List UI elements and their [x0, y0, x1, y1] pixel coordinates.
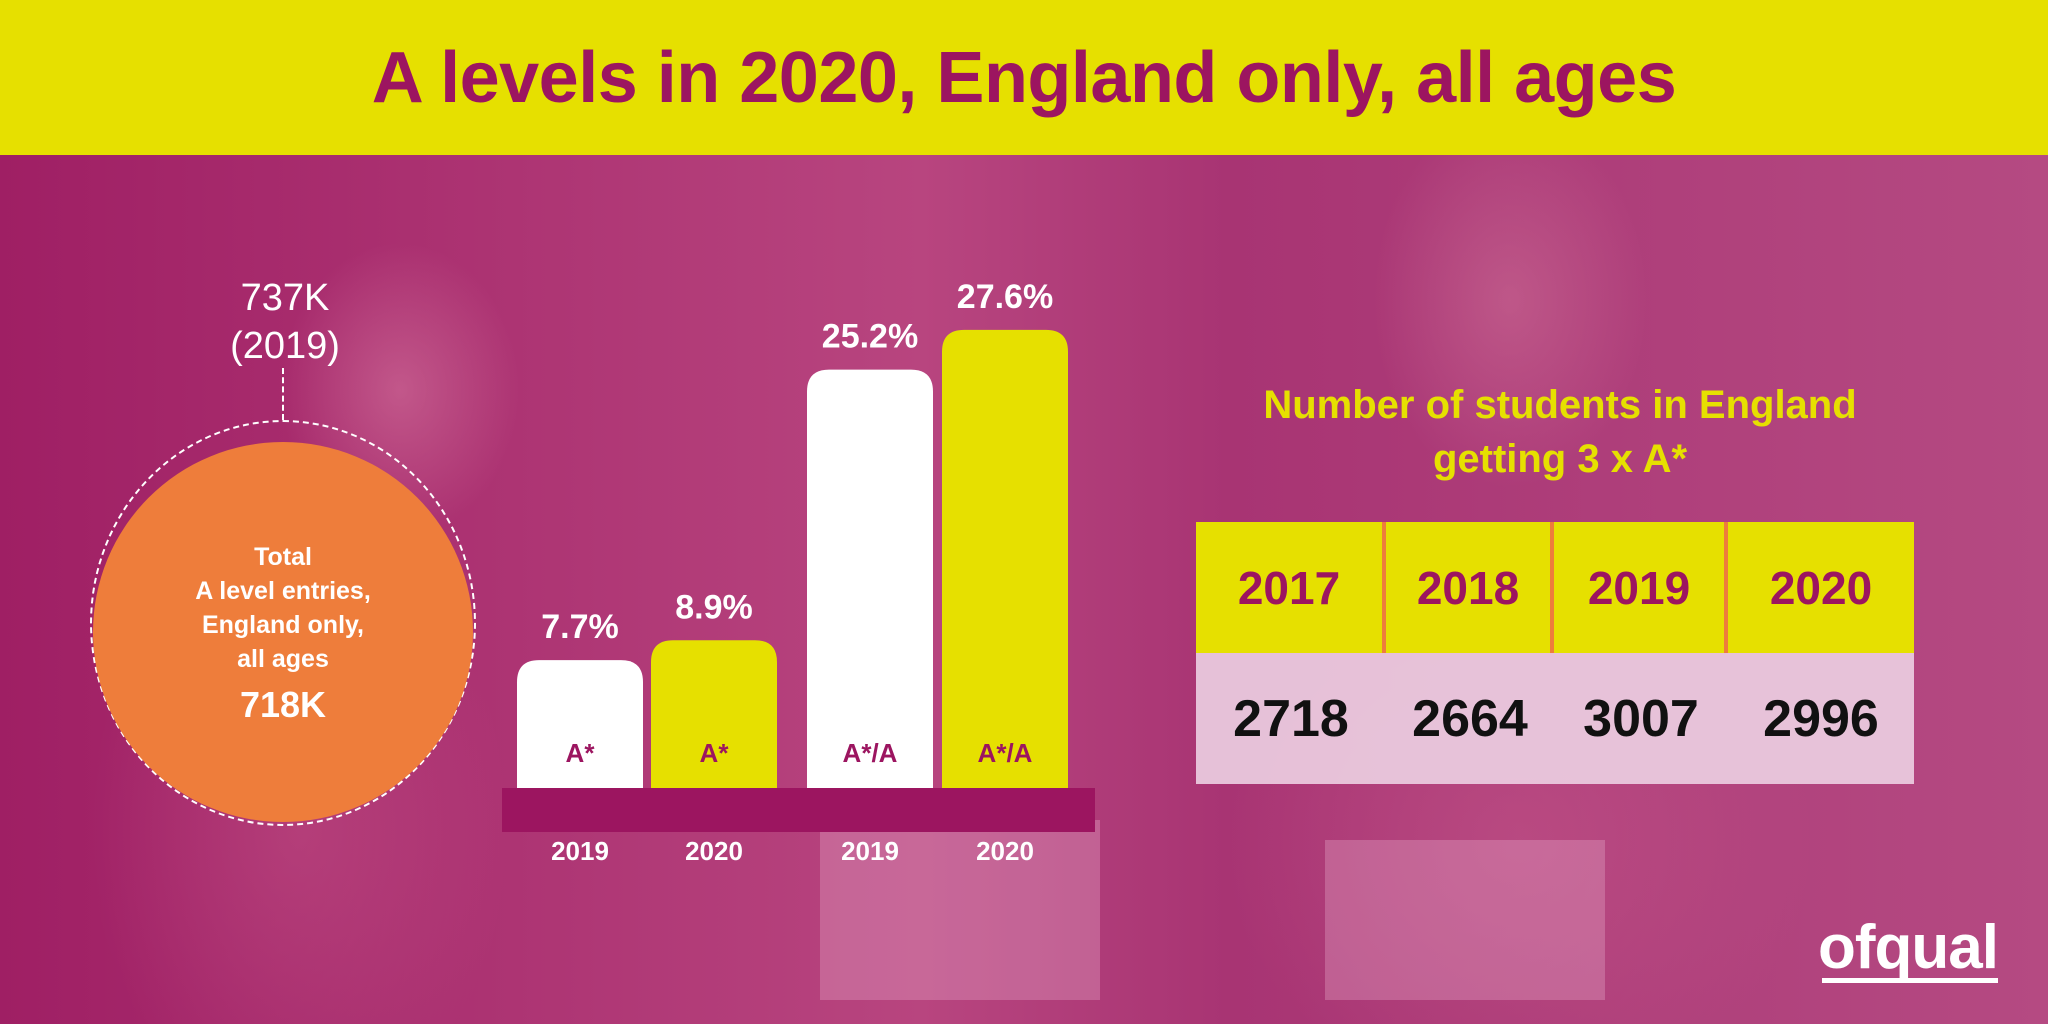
- bar-value-label: 27.6%: [957, 278, 1053, 316]
- bar-grade-label: A*: [700, 738, 730, 768]
- previous-total-ring: [90, 420, 476, 826]
- total-entries-value: 718K: [239, 684, 327, 725]
- student-count-cell: 2996: [1763, 689, 1879, 748]
- total-entries-label-line: England only,: [201, 611, 365, 639]
- total-entries-text: Total A level entries, England only, all…: [93, 540, 473, 730]
- student-count-cell: 3007: [1583, 689, 1699, 748]
- chart-base-strip: [502, 788, 1095, 832]
- students-table-header-row: 2017 2018 2019 2020: [1196, 522, 1914, 653]
- bar-grade-label: A*/A: [843, 738, 898, 768]
- bar: [517, 660, 643, 788]
- student-count-cell: 2664: [1412, 689, 1528, 748]
- year-header-cell: 2020: [1728, 522, 1914, 653]
- bar-value-label: 8.9%: [675, 588, 753, 626]
- page-title: A levels in 2020, England only, all ages: [371, 37, 1677, 118]
- bar: [651, 640, 777, 788]
- year-header-cell: 2019: [1554, 522, 1728, 653]
- previous-total-year: (2019): [230, 325, 340, 367]
- total-entries-label-line: A level entries,: [195, 577, 371, 605]
- bar-year-label: 2019: [551, 836, 609, 866]
- background-paper: [820, 820, 1100, 1000]
- bar-value-label: 7.7%: [541, 608, 619, 646]
- students-table-title: Number of students in England getting 3 …: [1180, 378, 1940, 486]
- year-header-cell: 2017: [1196, 522, 1386, 653]
- year-header-cell: 2018: [1386, 522, 1554, 653]
- ofqual-logo: ofqual: [1818, 913, 1999, 982]
- bar-year-label: 2020: [685, 836, 743, 866]
- previous-total: 737K (2019): [200, 274, 370, 370]
- bar-grade-label: A*: [566, 738, 596, 768]
- students-table-title-line: Number of students in England: [1263, 383, 1857, 427]
- bar-year-label: 2019: [841, 836, 899, 866]
- total-entries-label-line: all ages: [237, 645, 329, 673]
- total-entries-circle: [93, 442, 473, 822]
- previous-total-value: 737K: [240, 277, 330, 319]
- students-table-value-row: 2718 2664 3007 2996: [1196, 653, 1914, 784]
- previous-total-connector: [282, 368, 284, 420]
- bar-value-label: 25.2%: [822, 318, 918, 356]
- bar: [807, 369, 933, 788]
- total-entries-label-line: Total: [254, 543, 312, 571]
- ofqual-logo-underline: [1822, 978, 1998, 983]
- header-banner: A levels in 2020, England only, all ages: [0, 0, 2048, 155]
- background-paper: [1325, 840, 1605, 1000]
- bar-year-label: 2020: [976, 836, 1034, 866]
- student-count-cell: 2718: [1233, 689, 1349, 748]
- bar-grade-label: A*/A: [978, 738, 1033, 768]
- students-table-title-line: getting 3 x A*: [1432, 437, 1688, 481]
- bar: [942, 329, 1068, 788]
- students-table: 2017 2018 2019 2020 2718 2664 3007 2996: [1196, 522, 1914, 784]
